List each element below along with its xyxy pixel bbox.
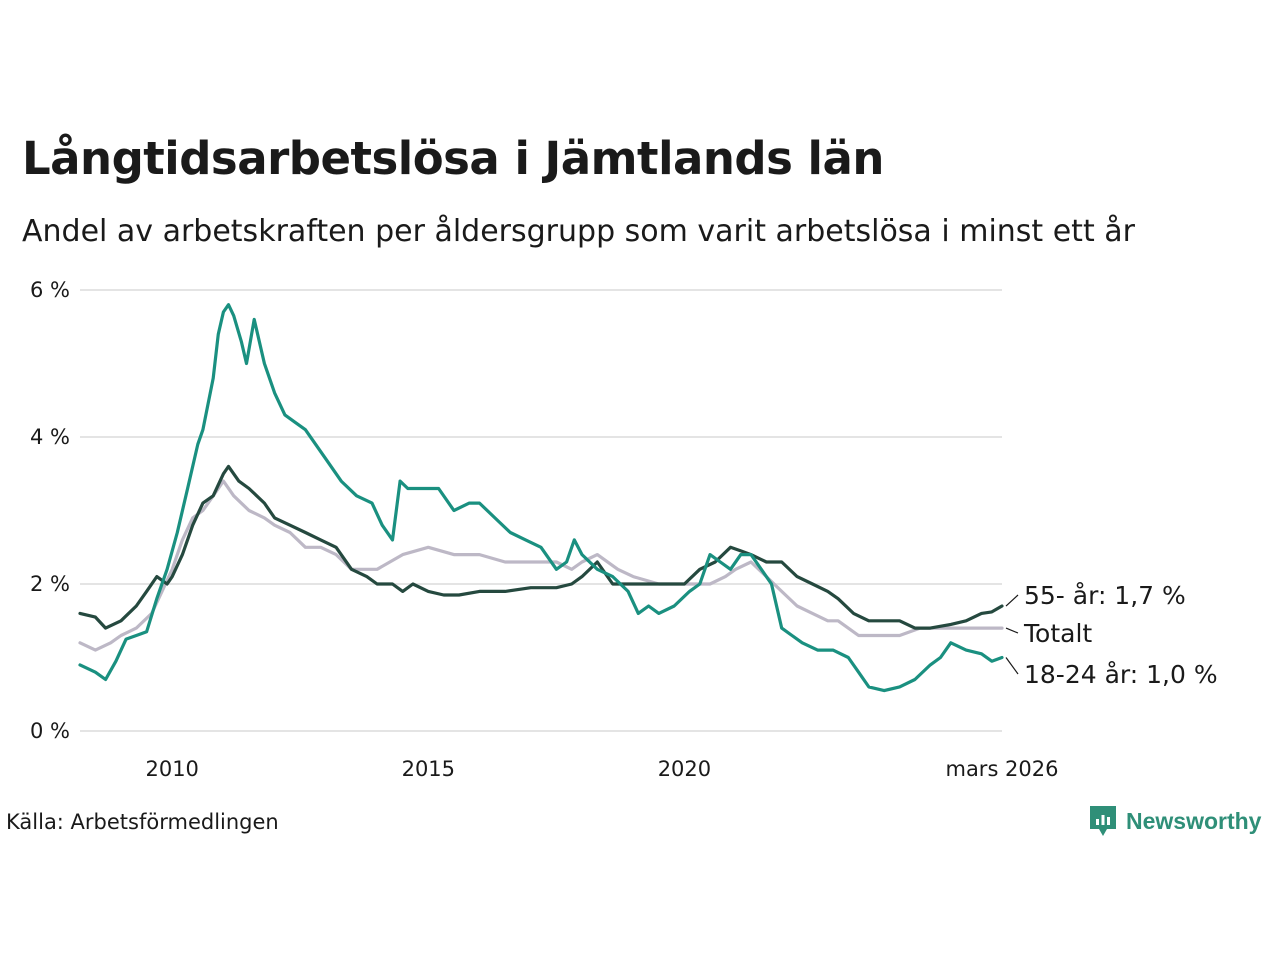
leader-line — [1005, 627, 1019, 634]
y-axis-labels: 0 % 2 % 4 % 6 % — [30, 278, 70, 743]
source-note: Källa: Arbetsförmedlingen — [6, 810, 279, 834]
y-tick-label: 4 % — [30, 425, 70, 449]
y-tick-label: 2 % — [30, 572, 70, 596]
series-end-label: Totalt — [1023, 619, 1092, 648]
series-line-55-r — [78, 464, 1004, 630]
series-end-label: 55- år: 1,7 % — [1024, 581, 1186, 610]
series-end-label: 18-24 år: 1,0 % — [1024, 660, 1218, 689]
x-tick-label: 2010 — [145, 757, 198, 781]
y-tick-label: 0 % — [30, 719, 70, 743]
series-line-totalt — [78, 479, 1004, 652]
series-end-labels: Totalt 55- år: 1,7 % 18-24 år: 1,0 % — [1005, 581, 1218, 689]
x-tick-label: 2020 — [658, 757, 711, 781]
leader-line — [1005, 594, 1019, 607]
y-tick-label: 6 % — [30, 278, 70, 302]
series-lines — [78, 303, 1004, 693]
chart-title: Långtidsarbetslösa i Jämtlands län — [22, 132, 884, 185]
newsworthy-logo-icon — [1090, 806, 1116, 836]
x-axis-labels: 2010 2015 2020 mars 2026 — [145, 757, 1058, 781]
gridlines — [80, 289, 1002, 732]
x-tick-label: mars 2026 — [945, 757, 1058, 781]
brand-name: Newsworthy — [1126, 807, 1262, 834]
x-tick-label: 2015 — [402, 757, 455, 781]
chart-subtitle: Andel av arbetskraften per åldersgrupp s… — [22, 214, 1135, 249]
series-line-18-24-r — [78, 303, 1004, 693]
brand-logo[interactable]: Newsworthy — [1088, 804, 1261, 838]
leader-line — [1005, 657, 1019, 675]
